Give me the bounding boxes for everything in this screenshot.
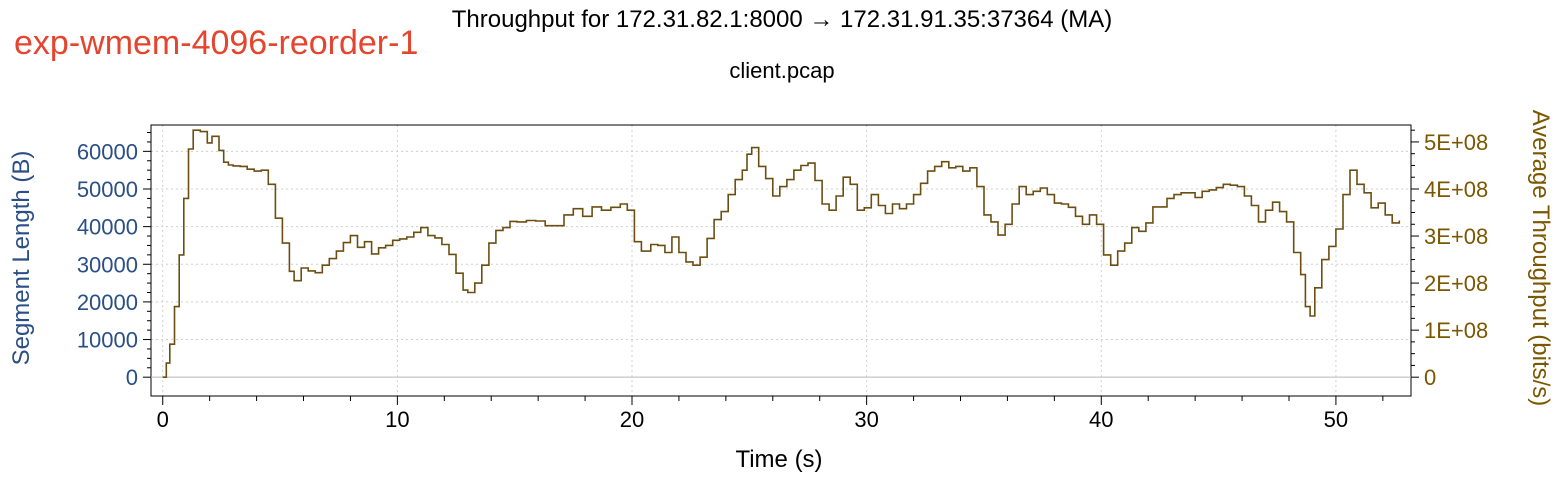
y-left-tick-label: 10000 [77, 328, 138, 353]
x-tick-label: 0 [157, 407, 169, 432]
y-right-axis: 0 1E+08 2E+08 3E+08 4E+08 5E+08 [1411, 129, 1488, 390]
y-right-tick-label: 5E+08 [1424, 130, 1488, 155]
y-right-tick-label: 3E+08 [1424, 224, 1488, 249]
y-right-tick-label: 0 [1424, 365, 1436, 390]
x-tick-label: 40 [1089, 407, 1113, 432]
x-axis-label: Time (s) [735, 446, 822, 473]
x-tick-label: 30 [854, 407, 878, 432]
y-right-tick-label: 4E+08 [1424, 177, 1488, 202]
y-left-tick-label: 20000 [77, 290, 138, 315]
x-tick-label: 50 [1324, 407, 1348, 432]
y-left-axis-label: Segment Length (B) [8, 151, 35, 366]
y-left-tick-label: 30000 [77, 252, 138, 277]
throughput-series-line [162, 129, 1401, 378]
plot-area[interactable] [150, 124, 1412, 397]
y-right-axis-label: Average Throughput (bits/s) [1527, 110, 1554, 407]
y-left-tick-label: 40000 [77, 215, 138, 240]
x-axis: 0 10 20 30 40 50 [157, 396, 1384, 432]
x-tick-label: 20 [620, 407, 644, 432]
capture-label: exp-wmem-4096-reorder-1 [14, 24, 419, 62]
x-tick-label: 10 [385, 407, 409, 432]
grid-lines [151, 125, 1411, 396]
y-right-tick-label: 2E+08 [1424, 271, 1488, 296]
chart-title: Throughput for 172.31.82.1:8000 → 172.31… [452, 6, 1112, 33]
y-left-tick-label: 0 [126, 365, 138, 390]
y-right-tick-label: 1E+08 [1424, 318, 1488, 343]
y-left-tick-label: 60000 [77, 139, 138, 164]
y-left-tick-label: 50000 [77, 177, 138, 202]
y-left-axis: 0 10000 20000 30000 40000 50000 60000 [77, 132, 151, 390]
chart-subtitle: client.pcap [729, 58, 834, 83]
